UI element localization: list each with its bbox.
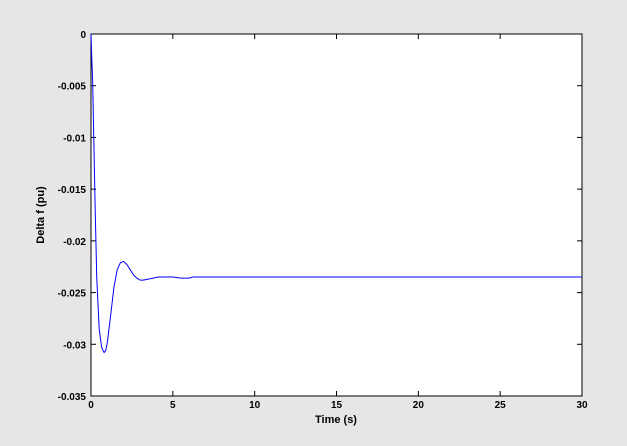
x-tick-label: 15 (331, 400, 343, 411)
y-tick-label: -0.025 (58, 289, 87, 300)
y-axis-ticks: 0 -0.005 -0.01 -0.015 -0.02 -0.025 -0.03 -0.035 (58, 30, 582, 403)
x-axis-ticks: 0 5 10 15 20 25 30 (88, 34, 588, 411)
y-tick-label: -0.02 (63, 237, 86, 248)
x-tick-label: 5 (170, 400, 176, 411)
x-tick-label: 0 (88, 400, 94, 411)
y-tick-label: -0.015 (58, 185, 87, 196)
y-tick-label: 0 (80, 30, 86, 41)
y-tick-label: -0.035 (58, 392, 87, 403)
x-tick-label: 10 (249, 400, 261, 411)
y-axis-label: Delta f (pu) (35, 186, 47, 244)
plot-area (90, 33, 583, 397)
y-tick-label: -0.03 (63, 340, 86, 351)
x-tick-label: 20 (413, 400, 425, 411)
x-axis-label: Time (s) (315, 414, 357, 426)
series-line-delta-f (90, 33, 582, 354)
x-tick-label: 30 (576, 400, 588, 411)
y-tick-label: -0.01 (63, 133, 86, 144)
y-tick-label: -0.005 (58, 82, 87, 93)
x-tick-label: 25 (495, 400, 507, 411)
